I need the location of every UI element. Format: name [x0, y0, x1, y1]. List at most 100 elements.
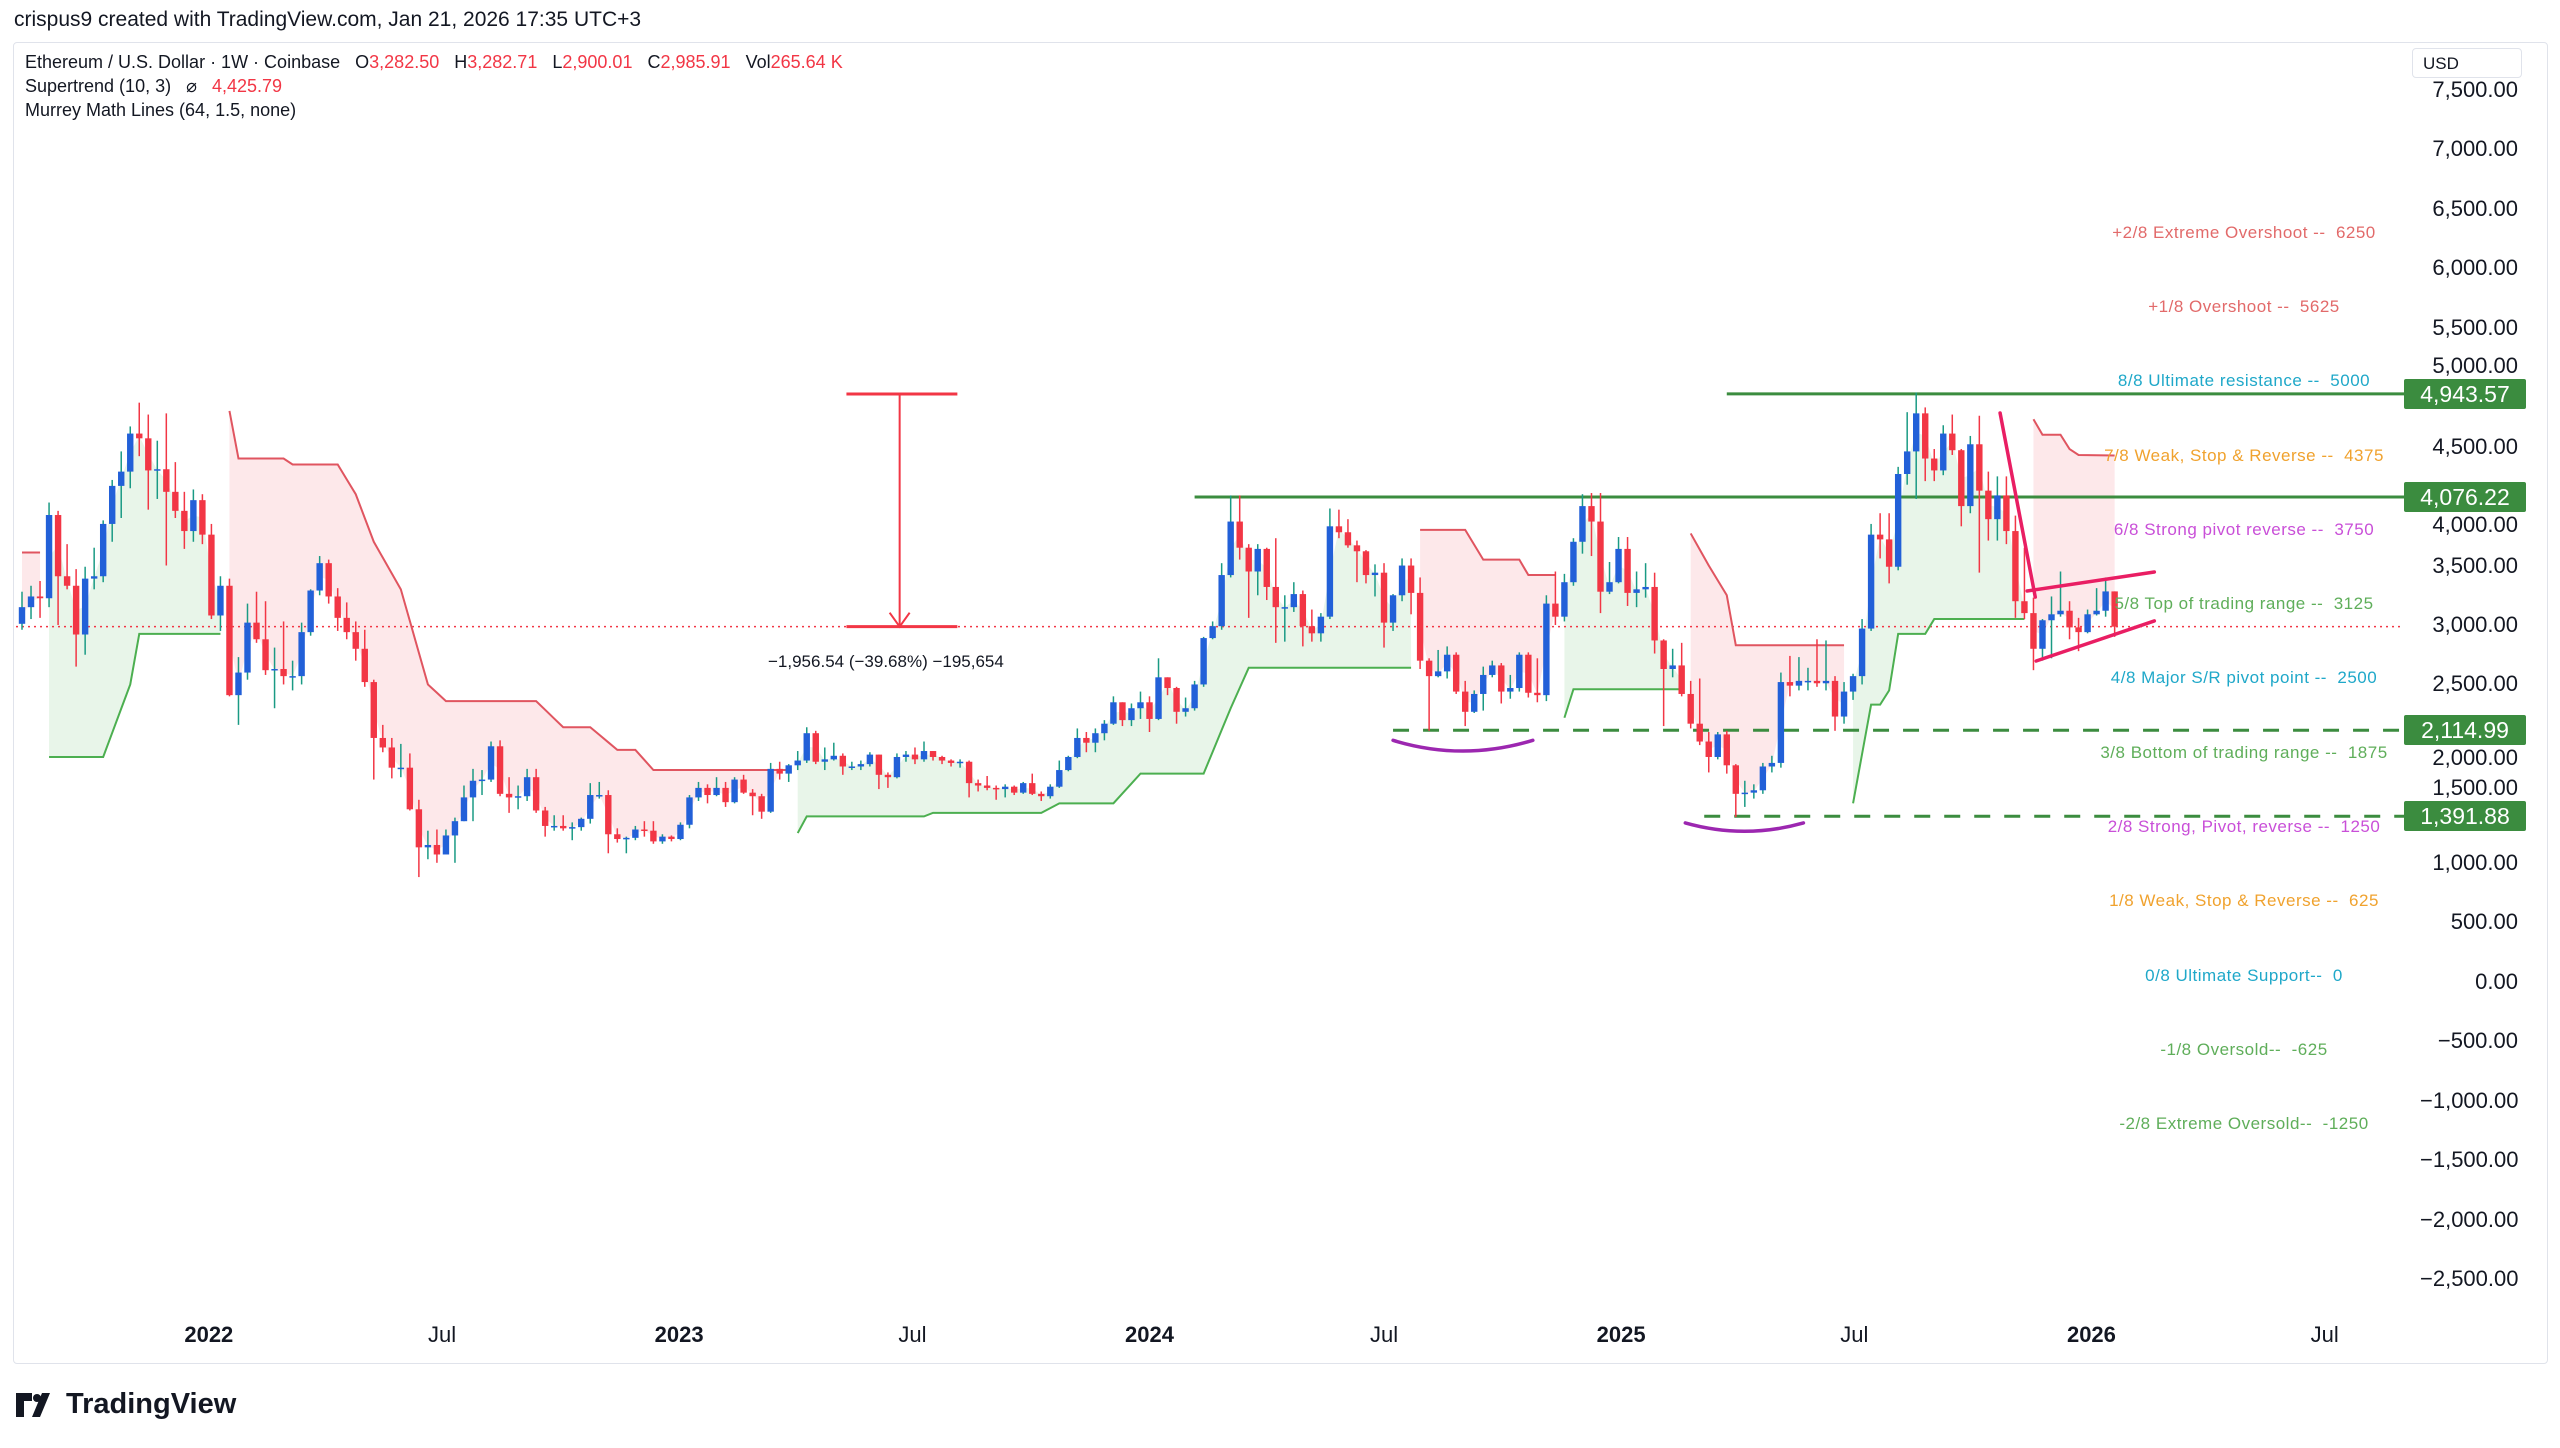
chart-frame	[13, 42, 2548, 1364]
candle-body	[1831, 680, 1839, 717]
candle-body	[767, 768, 774, 812]
candle-body	[118, 471, 125, 486]
candle	[415, 799, 423, 878]
murrey-level-label: 4/8 Major S/R pivot point -- 2500	[2110, 668, 2378, 688]
candle	[992, 785, 1000, 800]
candle	[956, 759, 964, 768]
candle-body	[1299, 594, 1307, 627]
candle	[1362, 550, 1370, 584]
candle	[1128, 703, 1135, 727]
murrey-level-label: 6/8 Strong pivot reverse -- 3750	[2113, 519, 2375, 539]
y-axis-tick-label: 7,500.00	[2432, 76, 2518, 102]
candle	[1480, 666, 1487, 711]
candle	[1949, 414, 1956, 455]
candle-body	[1705, 741, 1712, 757]
candle-body	[929, 751, 937, 757]
candle-body	[424, 844, 432, 848]
candle	[605, 790, 612, 854]
candle-body	[650, 830, 657, 842]
candle	[1065, 755, 1072, 772]
supertrend-down-line	[2032, 418, 2115, 457]
candle-body	[99, 523, 107, 577]
symbol-legend-row[interactable]: Ethereum / U.S. Dollar · 1W · Coinbase O…	[25, 50, 843, 74]
candle	[154, 440, 161, 499]
candle	[1922, 407, 1929, 482]
candle	[938, 755, 946, 765]
murrey-legend-row[interactable]: Murrey Math Lines (64, 1.5, none)	[25, 98, 843, 122]
candle	[1813, 639, 1821, 687]
candle	[2048, 596, 2055, 659]
high-label: H	[454, 52, 468, 72]
candle	[298, 622, 305, 685]
candle	[1092, 728, 1099, 753]
candle-body	[280, 668, 287, 677]
y-axis-tick-label: 4,000.00	[2432, 512, 2518, 538]
murrey-level-label: 3/8 Bottom of trading range -- 1875	[2100, 742, 2388, 762]
candle-body	[514, 796, 522, 798]
candle-body	[1940, 433, 1947, 471]
candle-body	[1416, 592, 1424, 661]
candle	[1173, 686, 1180, 724]
candle	[1074, 728, 1081, 759]
x-axis-tick-label: 2023	[654, 1322, 704, 1347]
candle	[1768, 755, 1776, 773]
candle-body	[1101, 723, 1108, 734]
candle-body	[2057, 610, 2064, 615]
candle	[1516, 652, 1523, 692]
candle-body	[1561, 582, 1568, 617]
candle-body	[1633, 589, 1640, 593]
candle-body	[1543, 603, 1550, 696]
candle	[541, 806, 549, 837]
candle-body	[208, 534, 215, 616]
candle-body	[1380, 572, 1388, 623]
candle-body	[1651, 586, 1658, 641]
candle-body	[1326, 526, 1334, 617]
candle-body	[307, 590, 314, 633]
candle	[1110, 696, 1117, 725]
candle	[487, 741, 495, 782]
candle-body	[623, 837, 630, 840]
candle-body	[1353, 545, 1361, 552]
candle-body	[1119, 702, 1126, 721]
supertrend-down-fill	[1420, 529, 1556, 703]
tradingview-logo[interactable]: TradingView	[16, 1388, 236, 1421]
horizontal-levels	[1194, 392, 2404, 818]
y-axis-tick-label: −500.00	[2437, 1028, 2518, 1054]
currency-selector[interactable]: USD	[2412, 48, 2522, 78]
candle	[190, 489, 197, 542]
candle-body	[1985, 490, 1992, 520]
candle	[1389, 594, 1397, 631]
candle	[406, 753, 414, 811]
candle	[253, 591, 260, 643]
y-axis-tick-label: 6,000.00	[2432, 255, 2518, 281]
candle	[1849, 673, 1857, 700]
candle-body	[2093, 610, 2100, 615]
candle	[569, 822, 576, 841]
candle-body	[848, 766, 856, 768]
y-axis-tick-label: −2,500.00	[2420, 1265, 2519, 1291]
candle-body	[587, 795, 594, 819]
supertrend-legend-row[interactable]: Supertrend (10, 3) ⌀ 4,425.79	[25, 74, 843, 98]
candle-body	[2066, 610, 2073, 628]
candle-body	[1759, 766, 1767, 791]
candle	[433, 829, 441, 863]
candle-body	[749, 792, 756, 797]
x-axis-tick-label: 2024	[1125, 1322, 1174, 1347]
candle-body	[1020, 783, 1027, 793]
candle	[81, 566, 89, 655]
murrey-level-label: +2/8 Extreme Overshoot -- 6250	[2112, 222, 2376, 242]
candle	[1083, 732, 1090, 753]
candle-body	[614, 834, 621, 840]
low-label: L	[552, 52, 563, 72]
candle	[2030, 597, 2037, 671]
candle	[514, 785, 522, 810]
candle-body	[1489, 665, 1496, 675]
candle	[704, 784, 711, 804]
candle-body	[1579, 506, 1586, 542]
candle-body	[1894, 473, 1902, 567]
candle-body	[1777, 682, 1785, 763]
candle	[785, 764, 792, 782]
candle-body	[1976, 444, 1983, 491]
candle-body	[1615, 548, 1622, 583]
